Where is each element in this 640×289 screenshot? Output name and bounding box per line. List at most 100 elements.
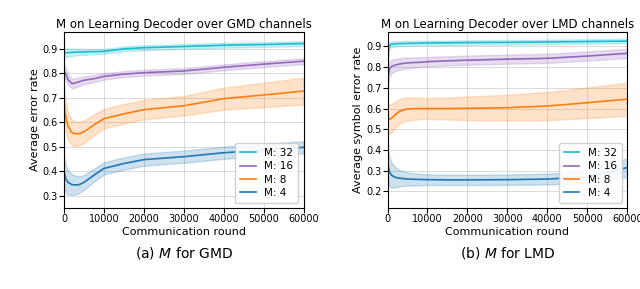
M: 16: (4e+04, 0.825): 16: (4e+04, 0.825) — [220, 66, 228, 69]
M: 4: (1e+04, 0.257): 4: (1e+04, 0.257) — [424, 178, 431, 181]
M: 16: (5e+04, 0.838): 16: (5e+04, 0.838) — [260, 62, 268, 66]
M: 8: (5e+04, 0.628): 8: (5e+04, 0.628) — [584, 101, 591, 104]
M: 32: (2e+04, 0.918): 32: (2e+04, 0.918) — [463, 41, 471, 44]
M: 4: (6e+04, 0.498): 4: (6e+04, 0.498) — [300, 146, 307, 149]
M: 4: (5e+04, 0.487): 4: (5e+04, 0.487) — [260, 148, 268, 152]
M: 16: (1.5e+04, 0.797): 16: (1.5e+04, 0.797) — [120, 73, 128, 76]
M: 4: (4e+03, 0.262): 4: (4e+03, 0.262) — [399, 177, 407, 180]
M: 16: (3e+04, 0.81): 16: (3e+04, 0.81) — [180, 69, 188, 73]
M: 32: (3e+03, 0.887): 32: (3e+03, 0.887) — [72, 50, 80, 54]
M: 32: (500, 0.905): 32: (500, 0.905) — [386, 44, 394, 47]
M: 32: (1e+03, 0.91): 32: (1e+03, 0.91) — [388, 42, 396, 46]
M: 4: (0, 0.38): 4: (0, 0.38) — [384, 152, 392, 156]
M: 8: (3e+03, 0.553): 8: (3e+03, 0.553) — [72, 132, 80, 136]
M: 32: (1.5e+04, 0.9): 32: (1.5e+04, 0.9) — [120, 47, 128, 51]
M: 16: (3e+04, 0.838): 16: (3e+04, 0.838) — [504, 58, 511, 61]
M: 4: (200, 0.385): 4: (200, 0.385) — [61, 173, 68, 177]
Legend: M: 32, M: 16, M: 8, M: 4: M: 32, M: 16, M: 8, M: 4 — [559, 143, 622, 203]
M: 32: (5e+04, 0.923): 32: (5e+04, 0.923) — [584, 40, 591, 43]
M: 16: (500, 0.795): 16: (500, 0.795) — [62, 73, 70, 76]
M: 32: (0, 0.72): 32: (0, 0.72) — [384, 82, 392, 85]
M: 8: (2e+03, 0.558): 8: (2e+03, 0.558) — [68, 131, 76, 134]
M: 16: (8e+03, 0.823): 16: (8e+03, 0.823) — [415, 60, 423, 64]
Line: M: 16: M: 16 — [64, 61, 303, 84]
M: 16: (5e+04, 0.853): 16: (5e+04, 0.853) — [584, 54, 591, 58]
M: 8: (1.5e+04, 0.6): 8: (1.5e+04, 0.6) — [444, 107, 451, 110]
Y-axis label: Average symbol error rate: Average symbol error rate — [353, 47, 363, 193]
M: 4: (2e+04, 0.256): 4: (2e+04, 0.256) — [463, 178, 471, 181]
M: 4: (500, 0.368): 4: (500, 0.368) — [62, 177, 70, 181]
M: 4: (5e+03, 0.355): 4: (5e+03, 0.355) — [80, 181, 88, 184]
Title: M on Learning Decoder over GMD channels: M on Learning Decoder over GMD channels — [56, 18, 312, 31]
M: 4: (500, 0.295): 4: (500, 0.295) — [386, 170, 394, 173]
M: 4: (200, 0.32): 4: (200, 0.32) — [385, 165, 392, 168]
M: 32: (2e+03, 0.886): 32: (2e+03, 0.886) — [68, 51, 76, 54]
M: 16: (4e+04, 0.842): 16: (4e+04, 0.842) — [543, 57, 551, 60]
M: 8: (3e+04, 0.668): 8: (3e+04, 0.668) — [180, 104, 188, 108]
M: 16: (3e+03, 0.815): 16: (3e+03, 0.815) — [396, 62, 403, 66]
M: 4: (1e+03, 0.278): 4: (1e+03, 0.278) — [388, 174, 396, 177]
M: 16: (5e+03, 0.772): 16: (5e+03, 0.772) — [80, 79, 88, 82]
M: 4: (3e+04, 0.46): 4: (3e+04, 0.46) — [180, 155, 188, 158]
M: 8: (6e+04, 0.728): 8: (6e+04, 0.728) — [300, 89, 307, 93]
M: 4: (2e+03, 0.268): 4: (2e+03, 0.268) — [392, 176, 399, 179]
M: 8: (8e+03, 0.595): 8: (8e+03, 0.595) — [92, 122, 100, 125]
Text: (b) $M$ for LMD: (b) $M$ for LMD — [460, 245, 555, 261]
M: 32: (4e+04, 0.921): 32: (4e+04, 0.921) — [543, 40, 551, 44]
M: 16: (1e+03, 0.803): 16: (1e+03, 0.803) — [388, 65, 396, 68]
M: 32: (1e+04, 0.916): 32: (1e+04, 0.916) — [424, 41, 431, 45]
M: 4: (5e+03, 0.26): 4: (5e+03, 0.26) — [404, 177, 412, 181]
M: 4: (3e+04, 0.257): 4: (3e+04, 0.257) — [504, 178, 511, 181]
M: 4: (4e+03, 0.347): 4: (4e+03, 0.347) — [76, 183, 84, 186]
Line: M: 4: M: 4 — [64, 147, 303, 185]
M: 4: (6e+04, 0.315): 4: (6e+04, 0.315) — [623, 166, 631, 169]
M: 32: (3e+03, 0.913): 32: (3e+03, 0.913) — [396, 42, 403, 45]
M: 16: (5e+03, 0.82): 16: (5e+03, 0.82) — [404, 61, 412, 65]
M: 8: (2e+04, 0.601): 8: (2e+04, 0.601) — [463, 107, 471, 110]
M: 32: (5e+04, 0.918): 32: (5e+04, 0.918) — [260, 43, 268, 46]
M: 16: (1e+03, 0.775): 16: (1e+03, 0.775) — [64, 78, 72, 81]
M: 16: (2e+04, 0.803): 16: (2e+04, 0.803) — [140, 71, 148, 74]
M: 8: (1.5e+04, 0.635): 8: (1.5e+04, 0.635) — [120, 112, 128, 116]
M: 32: (3e+04, 0.919): 32: (3e+04, 0.919) — [504, 41, 511, 44]
M: 8: (1e+03, 0.553): 8: (1e+03, 0.553) — [388, 116, 396, 120]
M: 8: (5e+03, 0.598): 8: (5e+03, 0.598) — [404, 107, 412, 111]
M: 16: (8e+03, 0.78): 16: (8e+03, 0.78) — [92, 77, 100, 80]
M: 16: (500, 0.79): 16: (500, 0.79) — [386, 67, 394, 71]
Line: M: 8: M: 8 — [388, 99, 627, 119]
M: 32: (2e+04, 0.905): 32: (2e+04, 0.905) — [140, 46, 148, 49]
M: 8: (0, 0.56): 8: (0, 0.56) — [384, 115, 392, 118]
M: 32: (0, 0.876): 32: (0, 0.876) — [60, 53, 68, 57]
M: 16: (200, 0.76): 16: (200, 0.76) — [385, 74, 392, 77]
M: 4: (4e+04, 0.476): 4: (4e+04, 0.476) — [220, 151, 228, 155]
M: 32: (500, 0.885): 32: (500, 0.885) — [62, 51, 70, 54]
M: 4: (1e+03, 0.355): 4: (1e+03, 0.355) — [64, 181, 72, 184]
M: 8: (4e+03, 0.594): 8: (4e+03, 0.594) — [399, 108, 407, 112]
Line: M: 8: M: 8 — [64, 91, 303, 134]
M: 16: (200, 0.805): 16: (200, 0.805) — [61, 71, 68, 74]
M: 8: (5e+03, 0.562): 8: (5e+03, 0.562) — [80, 130, 88, 134]
M: 32: (8e+03, 0.889): 32: (8e+03, 0.889) — [92, 50, 100, 53]
M: 8: (1e+04, 0.6): 8: (1e+04, 0.6) — [424, 107, 431, 110]
M: 32: (2e+03, 0.912): 32: (2e+03, 0.912) — [392, 42, 399, 46]
Text: (a) $M$ for GMD: (a) $M$ for GMD — [135, 245, 233, 261]
M: 8: (200, 0.65): 8: (200, 0.65) — [61, 108, 68, 112]
M: 16: (1e+04, 0.788): 16: (1e+04, 0.788) — [100, 75, 108, 78]
X-axis label: Communication round: Communication round — [445, 227, 570, 237]
Line: M: 16: M: 16 — [388, 53, 627, 88]
M: 32: (6e+04, 0.922): 32: (6e+04, 0.922) — [300, 42, 307, 45]
M: 4: (4e+04, 0.26): 4: (4e+04, 0.26) — [543, 177, 551, 181]
M: 8: (8e+03, 0.6): 8: (8e+03, 0.6) — [415, 107, 423, 110]
M: 32: (8e+03, 0.915): 32: (8e+03, 0.915) — [415, 41, 423, 45]
M: 4: (1e+04, 0.412): 4: (1e+04, 0.412) — [100, 167, 108, 170]
M: 16: (1.5e+04, 0.83): 16: (1.5e+04, 0.83) — [444, 59, 451, 62]
M: 16: (1e+04, 0.826): 16: (1e+04, 0.826) — [424, 60, 431, 63]
M: 16: (2e+03, 0.758): 16: (2e+03, 0.758) — [68, 82, 76, 86]
M: 4: (5e+04, 0.27): 4: (5e+04, 0.27) — [584, 175, 591, 179]
M: 32: (1e+04, 0.89): 32: (1e+04, 0.89) — [100, 50, 108, 53]
Title: M on Learning Decoder over LMD channels: M on Learning Decoder over LMD channels — [381, 18, 634, 31]
M: 16: (0, 0.81): 16: (0, 0.81) — [60, 69, 68, 73]
M: 32: (5e+03, 0.888): 32: (5e+03, 0.888) — [80, 50, 88, 53]
M: 16: (0, 0.7): 16: (0, 0.7) — [384, 86, 392, 90]
M: 8: (5e+04, 0.712): 8: (5e+04, 0.712) — [260, 93, 268, 97]
